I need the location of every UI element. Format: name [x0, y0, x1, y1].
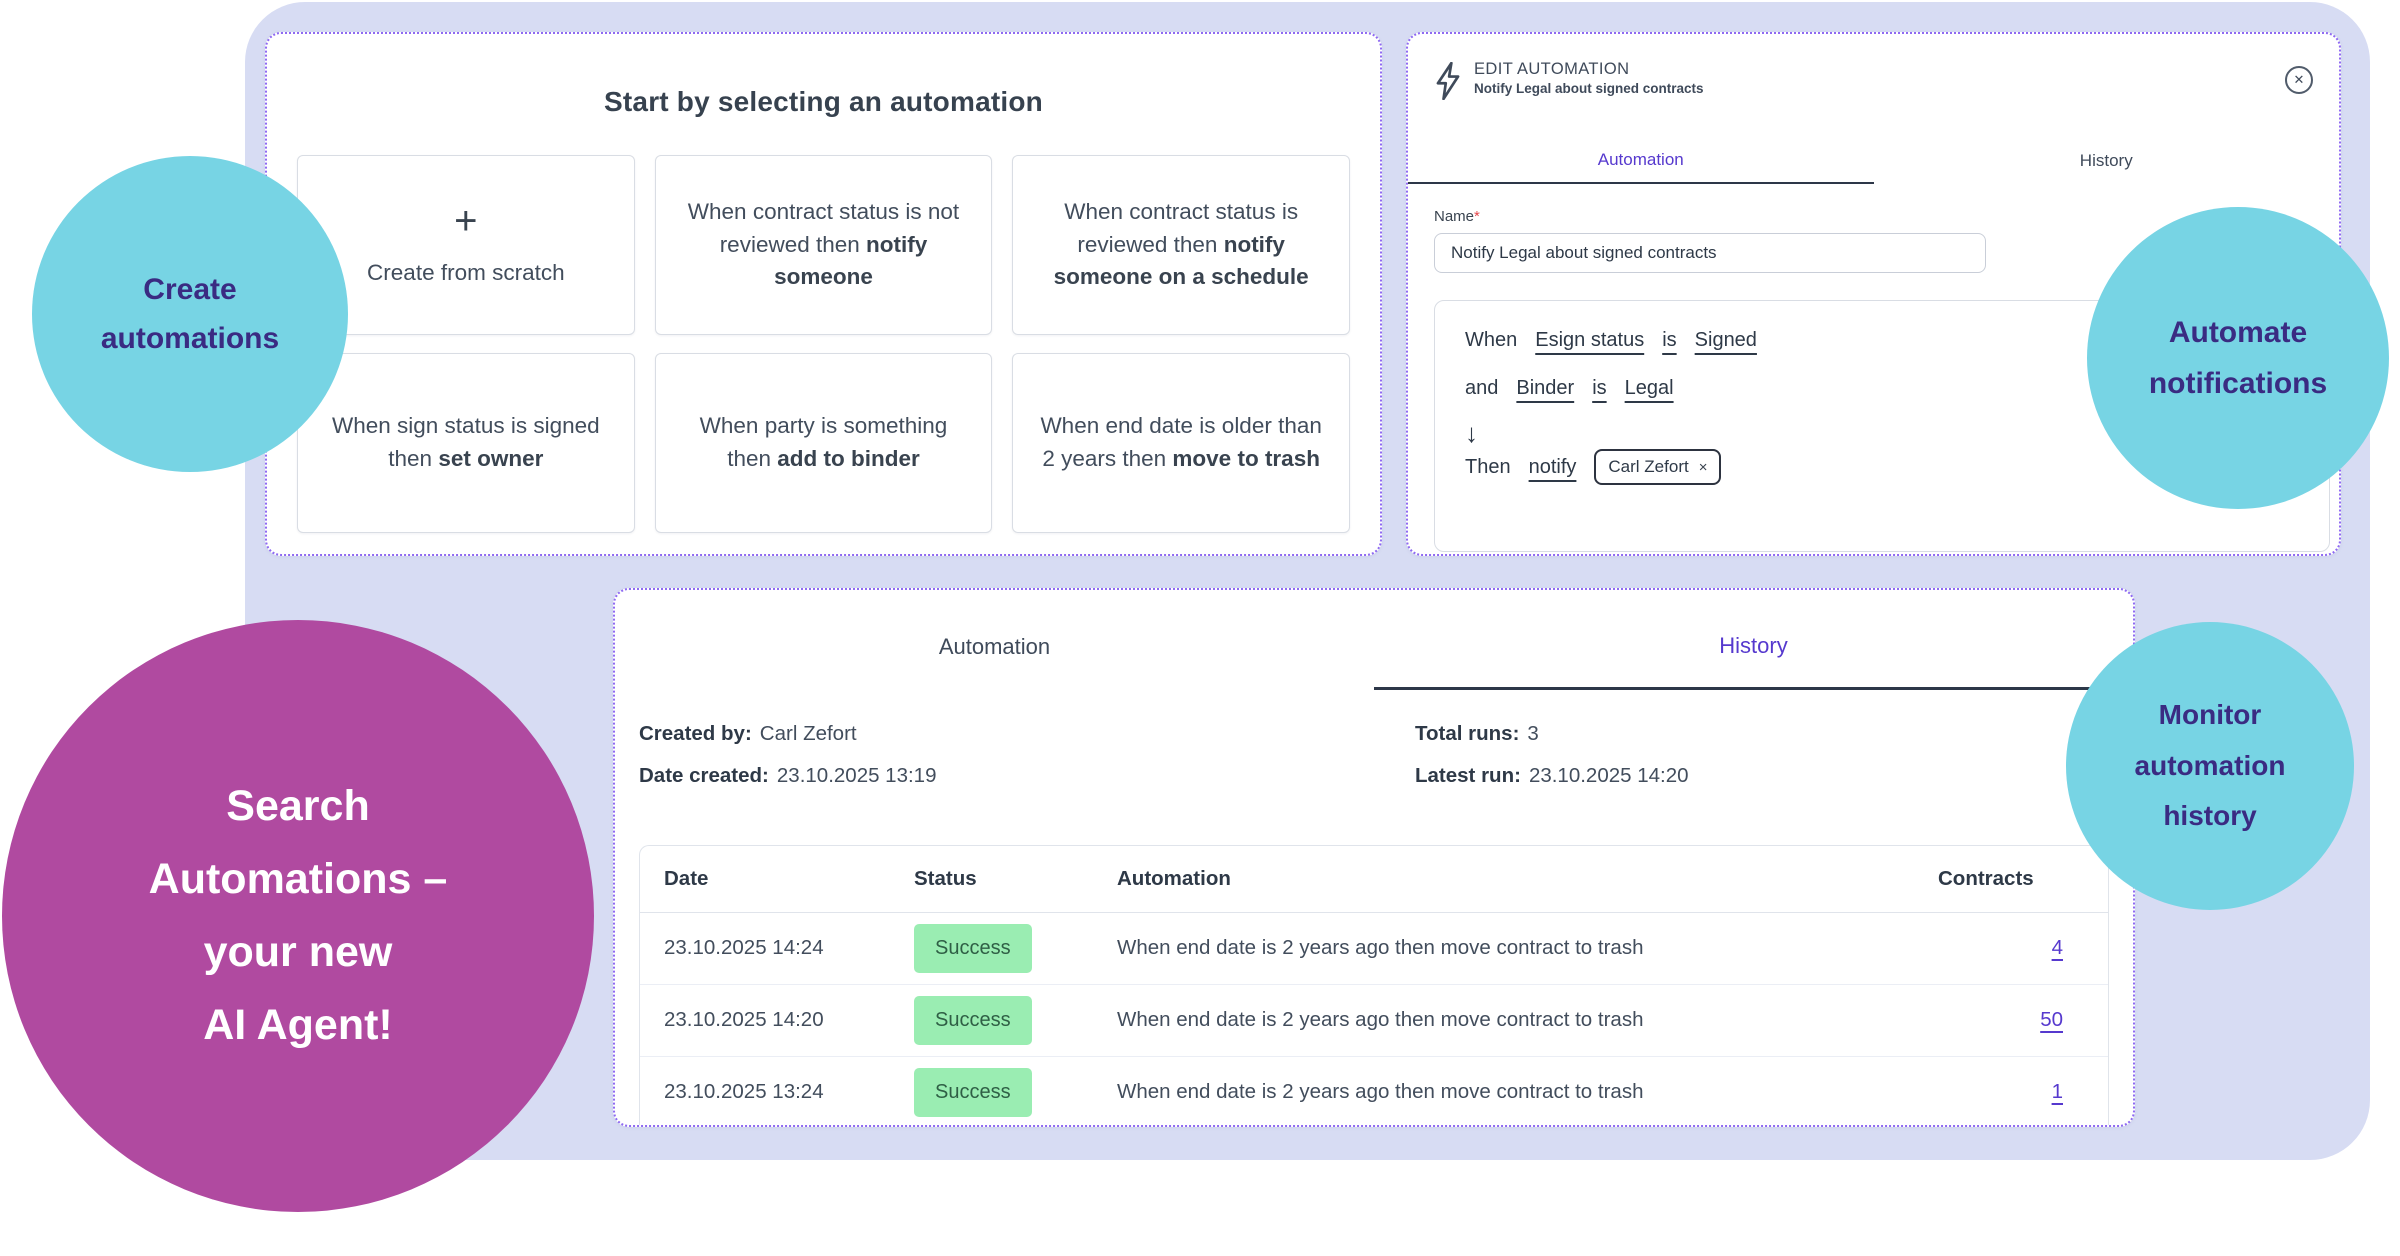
- contracts-link[interactable]: 50: [2040, 1008, 2063, 1031]
- card-label: When contract status is reviewed then no…: [1053, 199, 1309, 290]
- edit-panel-title: EDIT AUTOMATION: [1474, 60, 1630, 78]
- edit-panel-subtitle: Notify Legal about signed contracts: [1474, 81, 1704, 96]
- automation-selector-panel: Start by selecting an automation + Creat…: [265, 32, 1382, 556]
- callout-create-automations: Create automations: [32, 156, 348, 472]
- chip-remove-icon[interactable]: ×: [1698, 458, 1708, 476]
- callout-monitor-history: Monitor automation history: [2066, 622, 2354, 910]
- run-status-cell: Success: [890, 1055, 1093, 1125]
- card-enddate-move-trash[interactable]: When end date is older than 2 years then…: [1012, 353, 1350, 533]
- card-label: When party is something then add to bind…: [699, 413, 948, 471]
- recipient-chip-label: Carl Zefort: [1608, 457, 1689, 476]
- tab-history[interactable]: History: [1374, 590, 2133, 690]
- card-label: Create from scratch: [367, 259, 565, 285]
- history-panel-tabs: Automation History: [615, 590, 2133, 690]
- rule-and-row: and Binder is Legal: [1465, 377, 2299, 400]
- when-value-token[interactable]: Signed: [1694, 329, 1757, 351]
- created-by: Created by: Carl Zefort: [639, 722, 857, 745]
- callout-search-ai-agent: Search Automations – your new AI Agent!: [2, 620, 594, 1212]
- rule-when-row: When Esign status is Signed: [1465, 329, 2299, 352]
- and-operator-token[interactable]: is: [1592, 377, 1607, 399]
- contracts-link[interactable]: 4: [2051, 936, 2063, 959]
- callout-automate-notifications: Automate notifications: [2087, 207, 2389, 509]
- then-action-token[interactable]: notify: [1528, 455, 1577, 478]
- card-label: When contract status is not reviewed the…: [687, 199, 960, 290]
- table-header-row: Date Status Automation Contracts: [640, 846, 2108, 913]
- card-create-from-scratch[interactable]: + Create from scratch: [297, 155, 635, 335]
- and-label: and: [1465, 377, 1499, 399]
- tab-history[interactable]: History: [2079, 151, 2133, 170]
- automation-name-input[interactable]: [1434, 233, 1986, 273]
- card-signed-set-owner[interactable]: When sign status is signed then set owne…: [297, 353, 635, 533]
- card-party-add-binder[interactable]: When party is something then add to bind…: [654, 353, 993, 533]
- lightning-icon: [1436, 62, 1460, 100]
- run-automation: When end date is 2 years ago then move c…: [1117, 936, 1644, 959]
- when-operator-token[interactable]: is: [1662, 329, 1677, 351]
- tab-automation[interactable]: Automation: [1408, 138, 1874, 184]
- column-header-automation: Automation: [1093, 846, 1938, 913]
- run-date: 23.10.2025 14:20: [640, 983, 890, 1056]
- recipient-chip[interactable]: Carl Zefort ×: [1594, 449, 1722, 485]
- rule-then-row: Then notify Carl Zefort ×: [1465, 449, 2299, 485]
- tab-automation[interactable]: Automation: [938, 634, 1051, 659]
- card-label: When end date is older than 2 years then…: [1040, 413, 1322, 471]
- card-label: When sign status is signed then set owne…: [332, 413, 600, 471]
- status-badge: Success: [914, 995, 1032, 1045]
- column-header-date: Date: [640, 846, 890, 913]
- required-asterisk: *: [1474, 208, 1480, 225]
- card-reviewed-notify-schedule[interactable]: When contract status is reviewed then no…: [1012, 155, 1350, 335]
- latest-run: Latest run: 23.10.2025 14:20: [1415, 764, 1689, 787]
- close-button[interactable]: ✕: [2285, 66, 2313, 94]
- status-badge: Success: [914, 923, 1032, 973]
- plus-icon: +: [454, 198, 478, 243]
- automation-meta: Created by: Carl Zefort Date created: 23.1…: [615, 690, 2133, 788]
- edit-panel-tabs: Automation History: [1408, 138, 2339, 184]
- table-row: 23.10.2025 14:20 Success When end date i…: [640, 983, 2108, 1056]
- status-badge: Success: [914, 1067, 1032, 1117]
- date-created: Date created: 23.10.2025 13:19: [639, 764, 937, 787]
- then-label: Then: [1465, 455, 1511, 478]
- contracts-link[interactable]: 1: [2051, 1080, 2063, 1104]
- table-row: 23.10.2025 14:24 Success When end date i…: [640, 912, 2108, 984]
- runs-table: Date Status Automation Contracts 23.10.2…: [639, 845, 2109, 1125]
- arrow-down-icon: ↓: [1465, 418, 1478, 448]
- column-header-contracts: Contracts: [1938, 846, 2108, 913]
- edit-automation-header: EDIT AUTOMATION Notify Legal about signe…: [1408, 34, 2339, 124]
- run-automation: When end date is 2 years ago then move c…: [1093, 1055, 1938, 1125]
- and-value-token[interactable]: Legal: [1624, 377, 1674, 399]
- run-automation: When end date is 2 years ago then move c…: [1093, 983, 1938, 1056]
- when-label: When: [1465, 329, 1518, 351]
- run-status-cell: Success: [890, 912, 1093, 984]
- close-icon: ✕: [2293, 72, 2305, 87]
- selector-panel-title: Start by selecting an automation: [604, 86, 1043, 117]
- run-status-cell: Success: [890, 983, 1093, 1056]
- automation-history-panel: Automation History Created by: Carl Zefor…: [613, 588, 2135, 1127]
- run-date: 23.10.2025 13:24: [640, 1055, 890, 1125]
- run-date: 23.10.2025 14:24: [664, 936, 824, 959]
- and-field-token[interactable]: Binder: [1516, 377, 1575, 399]
- total-runs: Total runs: 3: [1415, 722, 1539, 745]
- column-header-status: Status: [890, 846, 1093, 913]
- card-not-reviewed-notify[interactable]: When contract status is not reviewed the…: [654, 155, 993, 335]
- table-row: 23.10.2025 13:24 Success When end date i…: [640, 1055, 2108, 1125]
- automation-template-grid: + Create from scratch When contract stat…: [297, 155, 1350, 533]
- name-field-block: Name*: [1408, 184, 2339, 273]
- when-field-token[interactable]: Esign status: [1535, 329, 1645, 351]
- name-label: Name*: [1434, 208, 1480, 225]
